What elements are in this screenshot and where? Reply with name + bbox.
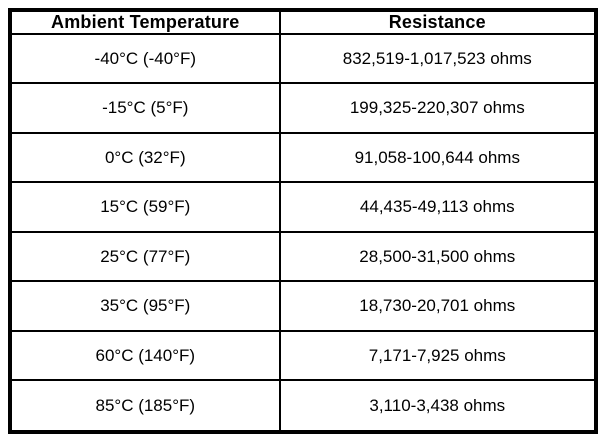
resistance-cell: 18,730-20,701 ohms xyxy=(278,280,598,332)
table-row: -40°C (-40°F) 832,519-1,017,523 ohms xyxy=(9,32,598,85)
resistance-cell: 44,435-49,113 ohms xyxy=(278,181,598,233)
resistance-cell: 3,110-3,438 ohms xyxy=(278,379,598,433)
resistance-cell: 28,500-31,500 ohms xyxy=(278,230,598,283)
temperature-cell: 25°C (77°F) xyxy=(9,230,281,283)
resistance-cell: 7,171-7,925 ohms xyxy=(278,329,598,382)
temperature-cell: 15°C (59°F) xyxy=(9,181,281,233)
temperature-cell: -15°C (5°F) xyxy=(9,82,281,134)
temperature-resistance-table: Ambient Temperature Resistance -40°C (-4… xyxy=(8,8,598,434)
table-row: 25°C (77°F) 28,500-31,500 ohms xyxy=(9,230,598,283)
temperature-cell: 35°C (95°F) xyxy=(9,280,281,332)
temperature-cell: 85°C (185°F) xyxy=(9,379,281,433)
table-row: 0°C (32°F) 91,058-100,644 ohms xyxy=(9,131,598,184)
temperature-cell: 0°C (32°F) xyxy=(9,131,281,184)
table-row: 15°C (59°F) 44,435-49,113 ohms xyxy=(9,181,598,233)
resistance-cell: 91,058-100,644 ohms xyxy=(278,131,598,184)
temperature-cell: -40°C (-40°F) xyxy=(9,32,281,85)
table-row: 35°C (95°F) 18,730-20,701 ohms xyxy=(9,280,598,332)
table-header-row: Ambient Temperature Resistance xyxy=(9,9,598,35)
table-row: 60°C (140°F) 7,171-7,925 ohms xyxy=(9,329,598,382)
header-resistance: Resistance xyxy=(278,9,598,35)
temperature-cell: 60°C (140°F) xyxy=(9,329,281,382)
table-row: 85°C (185°F) 3,110-3,438 ohms xyxy=(9,379,598,433)
table-row: -15°C (5°F) 199,325-220,307 ohms xyxy=(9,82,598,134)
resistance-cell: 199,325-220,307 ohms xyxy=(278,82,598,134)
header-ambient-temperature: Ambient Temperature xyxy=(9,9,281,35)
resistance-cell: 832,519-1,017,523 ohms xyxy=(278,32,598,85)
